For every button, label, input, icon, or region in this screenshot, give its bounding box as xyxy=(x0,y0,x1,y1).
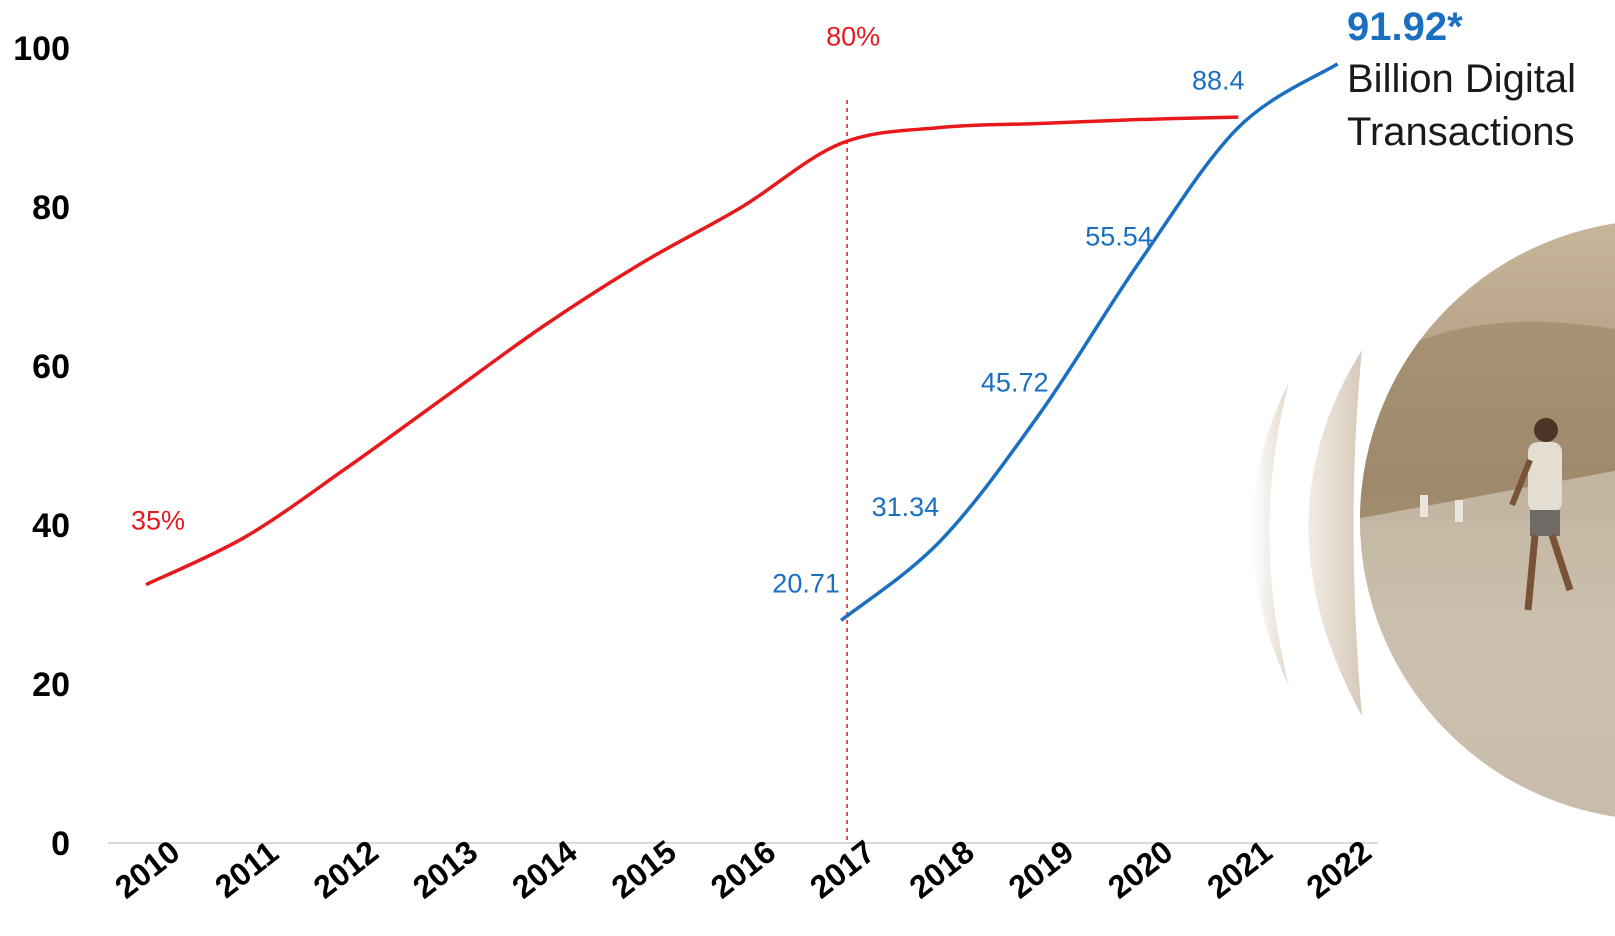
x-tick-label: 2021 xyxy=(1200,833,1278,905)
x-tick-label: 2010 xyxy=(108,833,186,905)
data-label: 20.71 xyxy=(772,568,840,598)
y-tick-label: 80 xyxy=(32,189,70,227)
child-running-photo xyxy=(1360,220,1615,820)
data-labels: 35% 80% 20.71 31.34 45.72 55.54 88.4 xyxy=(131,21,1245,598)
data-label: 88.4 xyxy=(1192,66,1245,96)
x-tick-label: 2022 xyxy=(1300,833,1378,905)
series-line-0 xyxy=(145,115,1239,587)
x-tick-label: 2012 xyxy=(307,833,385,905)
x-tick-label: 2015 xyxy=(605,833,683,905)
series-layer xyxy=(145,62,1339,622)
annotation-value: 91.92* xyxy=(1347,5,1463,49)
y-tick-label: 0 xyxy=(51,825,70,863)
y-tick-label: 100 xyxy=(13,30,70,68)
data-label: 35% xyxy=(131,506,185,536)
data-label: 80% xyxy=(826,21,880,51)
x-tick-label: 2020 xyxy=(1101,833,1179,905)
x-tick-label: 2016 xyxy=(704,833,782,905)
decorative-photo xyxy=(1252,220,1615,820)
crescent-small xyxy=(1252,382,1289,686)
annotation-caption-line-2: Transactions xyxy=(1347,110,1575,154)
data-label: 31.34 xyxy=(872,492,940,522)
x-tick-label: 2018 xyxy=(902,833,980,905)
annotation-caption-line-1: Billion Digital xyxy=(1347,57,1576,101)
series-line-1 xyxy=(840,62,1339,622)
y-tick-label: 20 xyxy=(32,666,70,704)
x-tick-label: 2017 xyxy=(803,833,881,905)
data-label: 45.72 xyxy=(981,368,1049,398)
x-tick-label: 2011 xyxy=(208,834,285,905)
x-tick-label: 2013 xyxy=(406,833,484,905)
y-tick-label: 40 xyxy=(32,507,70,545)
x-tick-label: 2019 xyxy=(1002,833,1080,905)
data-label: 55.54 xyxy=(1085,222,1153,252)
y-tick-label: 60 xyxy=(32,348,70,386)
y-axis: 0 20 40 60 80 100 xyxy=(13,30,70,863)
crescent-large xyxy=(1308,350,1362,716)
